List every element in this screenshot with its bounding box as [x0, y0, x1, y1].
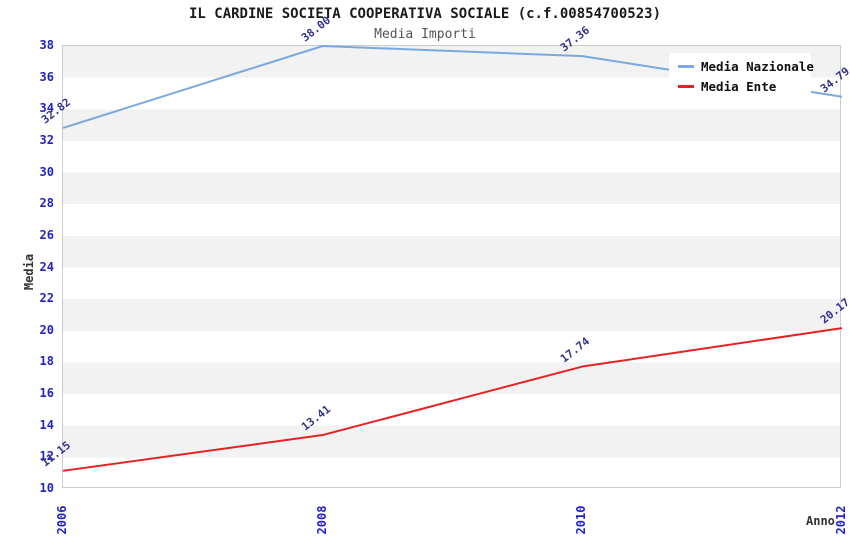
- x-tick-label: 2008: [314, 505, 329, 535]
- y-tick-label: 22: [39, 291, 54, 306]
- x-tick-label: 2012: [834, 505, 848, 535]
- y-tick-label: 34: [39, 101, 54, 116]
- legend-label: Media Nazionale: [701, 59, 814, 74]
- y-tick-label: 16: [39, 386, 54, 401]
- series-line-media-ente: [62, 327, 843, 472]
- legend-swatch-ente-icon: [678, 85, 694, 88]
- y-tick-label: 26: [39, 227, 54, 242]
- y-tick-label: 28: [39, 196, 54, 211]
- legend-item-media-nazionale: Media Nazionale: [678, 59, 814, 74]
- legend-item-media-ente: Media Ente: [678, 79, 803, 94]
- y-tick-label: 18: [39, 354, 54, 369]
- y-tick-label: 36: [39, 69, 54, 84]
- y-tick-label: 10: [39, 481, 54, 495]
- legend: Media Nazionale Media Ente: [669, 53, 814, 100]
- y-tick-label: 32: [39, 132, 54, 147]
- y-tick-label: 24: [39, 259, 54, 274]
- legend-label: Media Ente: [701, 79, 777, 94]
- y-tick-label: 20: [39, 322, 54, 337]
- legend-swatch-nazionale-icon: [678, 65, 694, 68]
- y-tick-label: 14: [39, 417, 54, 432]
- series-lines: [62, 45, 843, 472]
- y-tick-label: 38: [39, 38, 54, 52]
- y-tick-label: 30: [39, 164, 54, 179]
- chart-title: IL CARDINE SOCIETA COOPERATIVA SOCIALE (…: [188, 6, 661, 22]
- y-tick-label: 12: [39, 449, 54, 464]
- plot-area: [62, 45, 843, 488]
- x-axis-title: Anno: [806, 514, 835, 528]
- chart-subtitle: Media Importi: [374, 27, 476, 42]
- x-tick-label: 2010: [574, 505, 589, 535]
- x-tick-label: 2006: [55, 505, 69, 535]
